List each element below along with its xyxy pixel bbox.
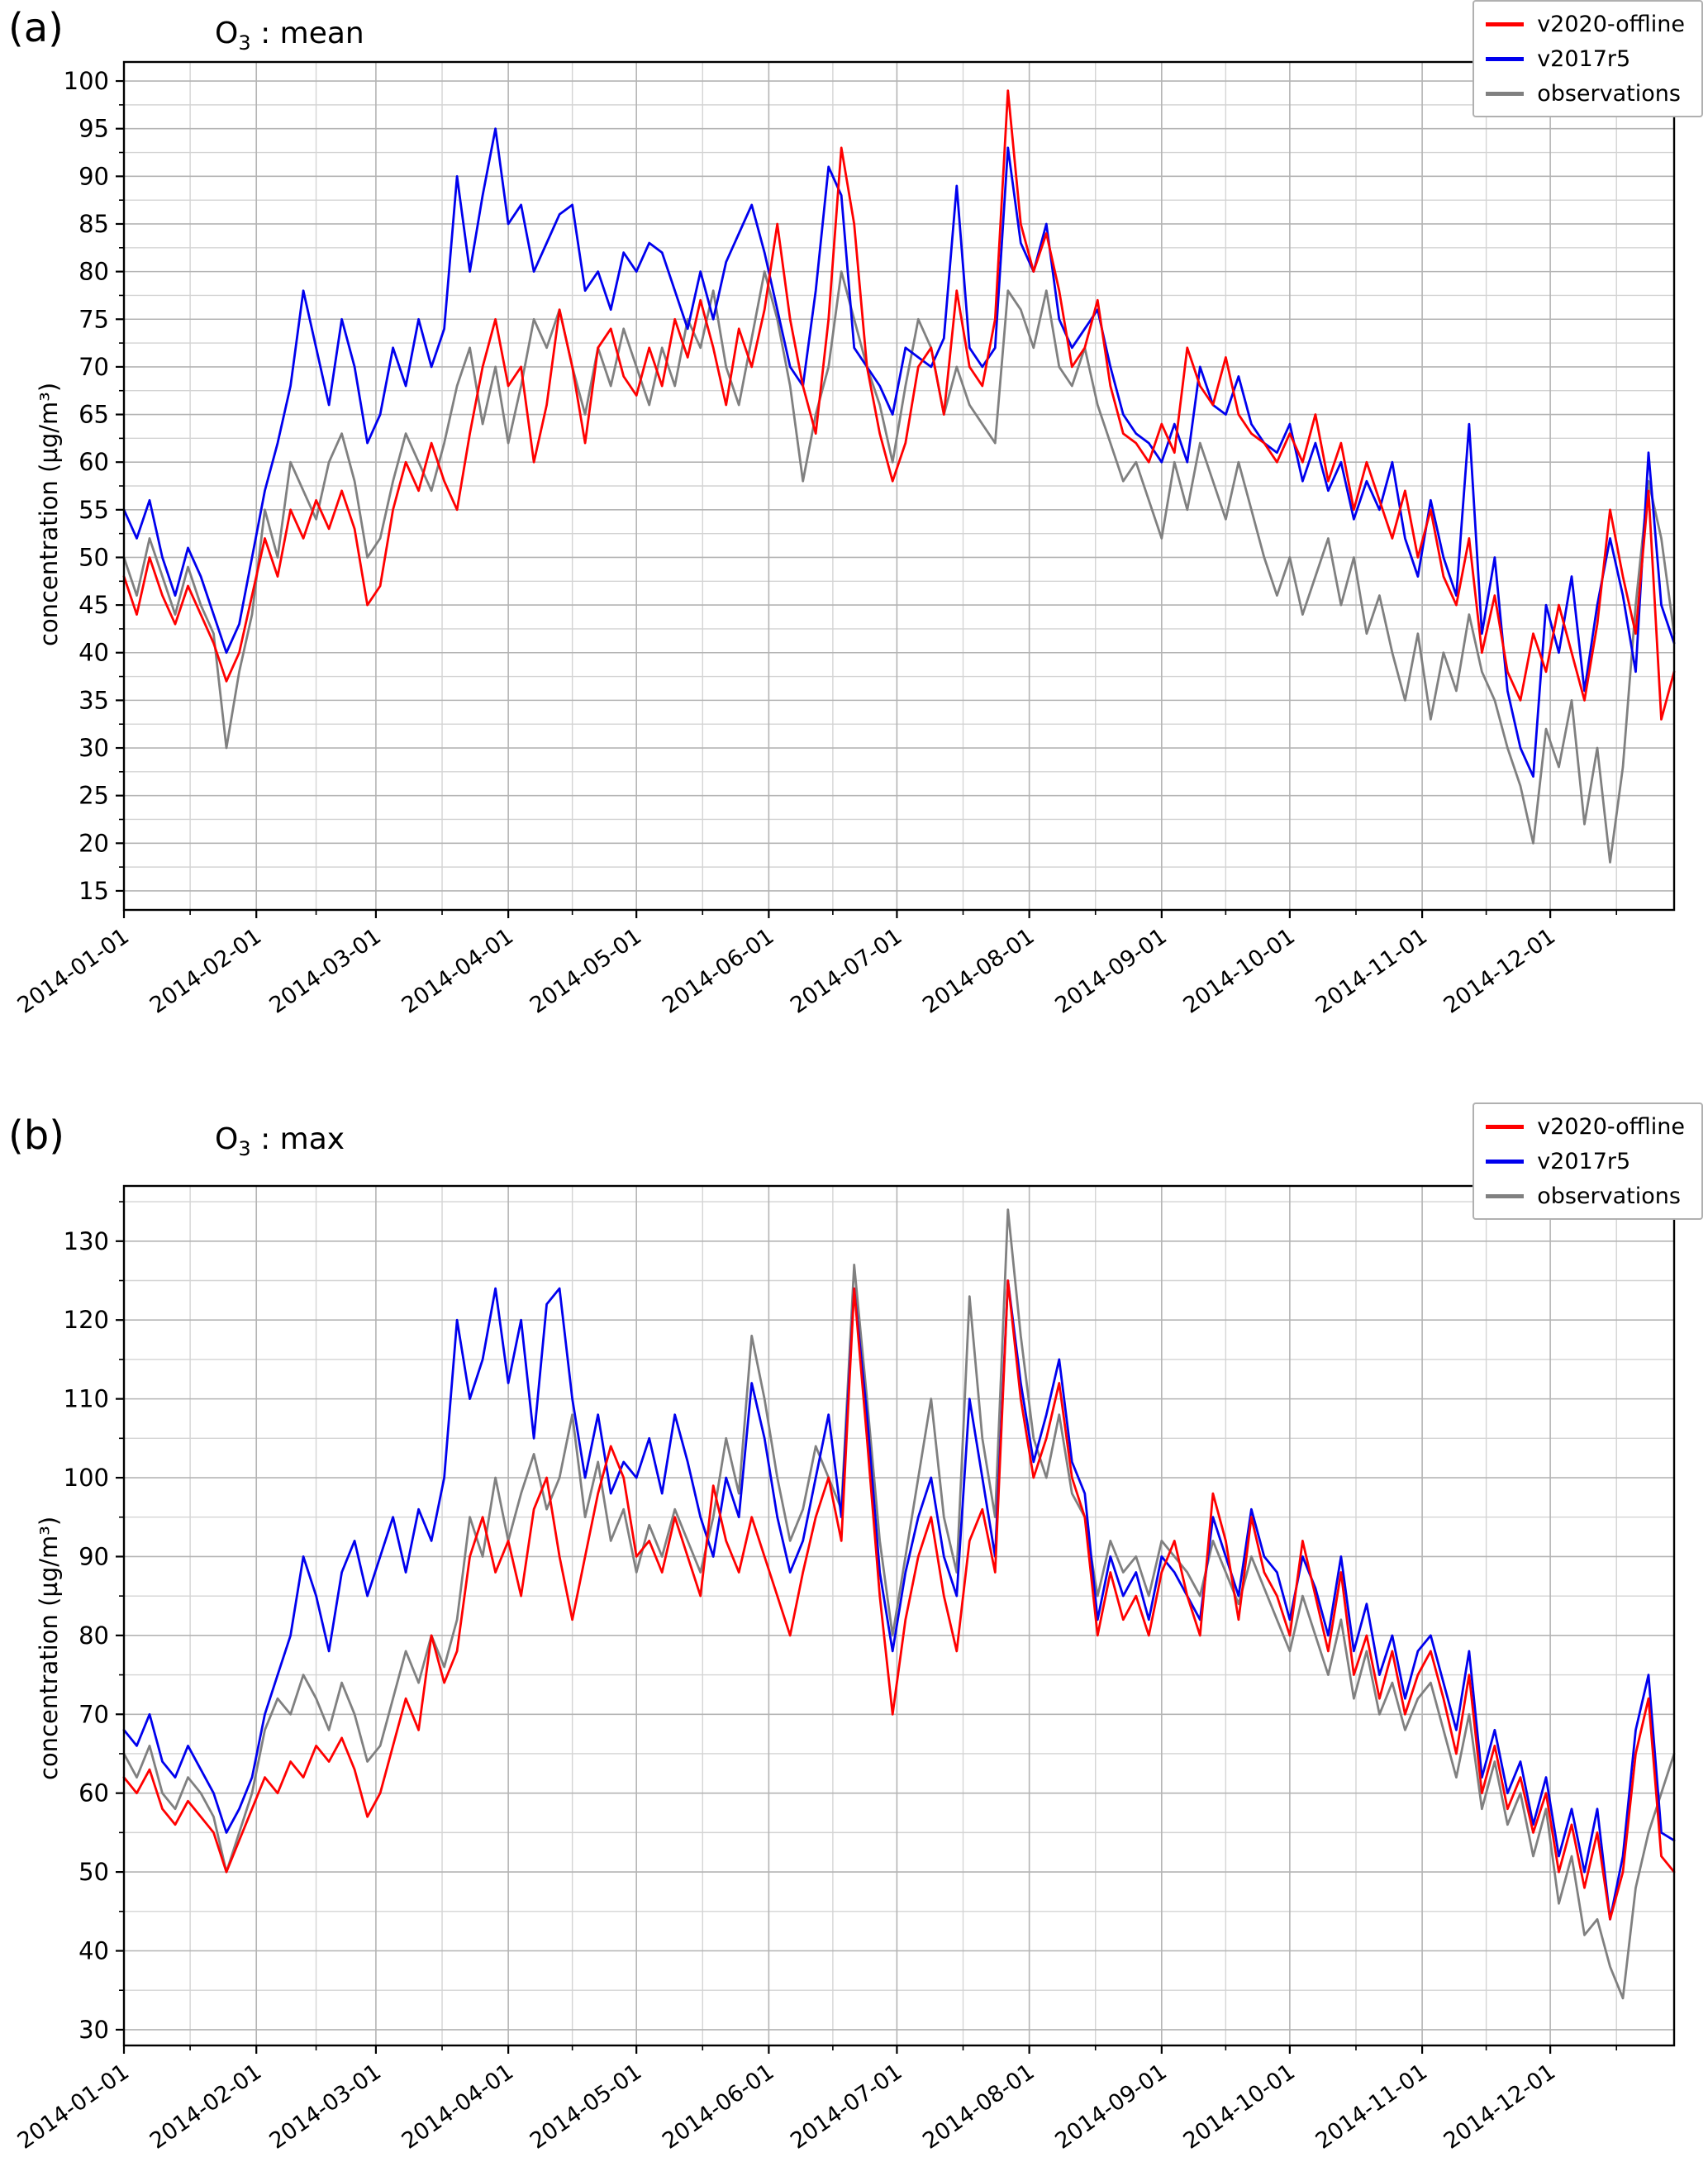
mean-legend: v2020-offline v2017r5 observations (1472, 0, 1703, 117)
svg-text:2014-04-01: 2014-04-01 (397, 2059, 518, 2154)
svg-text:70: 70 (79, 1700, 109, 1728)
svg-text:30: 30 (79, 734, 109, 762)
svg-text:2014-01-01: 2014-01-01 (13, 923, 134, 1018)
svg-text:2014-07-01: 2014-07-01 (786, 923, 906, 1018)
svg-text:2014-11-01: 2014-11-01 (1311, 923, 1432, 1018)
legend-label: v2020-offline (1537, 11, 1685, 37)
panel-a-label: (a) (8, 5, 64, 51)
mean-title-base: O (215, 17, 239, 50)
max-title-base: O (215, 1122, 239, 1156)
svg-text:20: 20 (79, 829, 109, 857)
svg-text:30: 30 (79, 2016, 109, 2044)
legend-label: v2020-offline (1537, 1113, 1685, 1140)
svg-text:120: 120 (64, 1306, 109, 1334)
svg-text:2014-09-01: 2014-09-01 (1050, 2059, 1171, 2154)
mean-title-rest: : mean (250, 17, 364, 50)
svg-text:2014-11-01: 2014-11-01 (1311, 2059, 1432, 2154)
svg-text:65: 65 (79, 401, 109, 429)
legend-label: observations (1537, 80, 1681, 107)
legend-item-v2017r5: v2017r5 (1486, 1144, 1685, 1179)
svg-text:90: 90 (79, 1542, 109, 1570)
svg-text:70: 70 (79, 353, 109, 381)
svg-text:35: 35 (79, 686, 109, 714)
svg-text:2014-07-01: 2014-07-01 (786, 2059, 906, 2154)
svg-text:75: 75 (79, 305, 109, 333)
svg-text:2014-08-01: 2014-08-01 (918, 923, 1039, 1018)
max-title-subscript: 3 (238, 1137, 251, 1161)
max-chart-title: O3 : max (215, 1122, 345, 1160)
svg-text:130: 130 (64, 1227, 109, 1255)
svg-text:100: 100 (64, 67, 109, 95)
svg-text:2014-06-01: 2014-06-01 (658, 2059, 778, 2154)
svg-text:40: 40 (79, 639, 109, 667)
svg-text:25: 25 (79, 782, 109, 810)
svg-text:2014-10-01: 2014-10-01 (1179, 923, 1300, 1018)
svg-text:2014-06-01: 2014-06-01 (658, 923, 778, 1018)
mean-y-axis-label: concentration (µg/m³) (35, 382, 63, 646)
svg-text:2014-03-01: 2014-03-01 (265, 923, 386, 1018)
svg-text:90: 90 (79, 162, 109, 190)
panel-b-label: (b) (8, 1112, 64, 1159)
svg-text:45: 45 (79, 591, 109, 619)
legend-item-observations: observations (1486, 76, 1685, 111)
svg-text:2014-12-01: 2014-12-01 (1439, 2059, 1560, 2154)
svg-text:85: 85 (79, 210, 109, 238)
svg-text:50: 50 (79, 543, 109, 571)
svg-text:100: 100 (64, 1464, 109, 1492)
svg-text:2014-01-01: 2014-01-01 (13, 2059, 134, 2154)
legend-label: v2017r5 (1537, 1148, 1631, 1174)
legend-label: v2017r5 (1537, 45, 1631, 72)
blue-line-swatch (1486, 1159, 1525, 1164)
svg-text:2014-03-01: 2014-03-01 (265, 2059, 386, 2154)
panel-max: 30 40 50 60 70 80 90 100 110 120 130 2014-01-01 2014… (0, 1066, 1708, 2162)
svg-text:2014-02-01: 2014-02-01 (145, 2059, 266, 2154)
svg-text:60: 60 (79, 1779, 109, 1807)
blue-line-swatch (1486, 56, 1525, 61)
svg-text:2014-08-01: 2014-08-01 (918, 2059, 1039, 2154)
panel-mean: 15 20 25 30 35 40 45 50 55 60 65 70 75 80 85 90 95 100 201… (0, 0, 1708, 1066)
legend-item-v2020-offline: v2020-offline (1486, 7, 1685, 41)
svg-text:80: 80 (79, 1622, 109, 1650)
svg-text:2014-04-01: 2014-04-01 (397, 923, 518, 1018)
legend-item-observations: observations (1486, 1179, 1685, 1213)
svg-text:2014-02-01: 2014-02-01 (145, 923, 266, 1018)
red-line-swatch (1486, 1124, 1525, 1129)
svg-text:80: 80 (79, 258, 109, 286)
svg-text:15: 15 (79, 877, 109, 905)
svg-text:55: 55 (79, 496, 109, 524)
svg-text:2014-05-01: 2014-05-01 (526, 2059, 646, 2154)
svg-text:95: 95 (79, 115, 109, 143)
legend-label: observations (1537, 1183, 1681, 1209)
max-legend: v2020-offline v2017r5 observations (1472, 1102, 1703, 1220)
legend-item-v2020-offline: v2020-offline (1486, 1109, 1685, 1144)
red-line-swatch (1486, 21, 1525, 26)
svg-text:2014-09-01: 2014-09-01 (1050, 923, 1171, 1018)
max-title-rest: : max (250, 1122, 345, 1156)
mean-chart-title: O3 : mean (215, 17, 364, 55)
mean-chart-plot: 15 20 25 30 35 40 45 50 55 60 65 70 75 80 85 90 95 100 201… (13, 60, 1676, 1019)
svg-text:2014-12-01: 2014-12-01 (1439, 923, 1560, 1018)
legend-item-v2017r5: v2017r5 (1486, 41, 1685, 76)
svg-text:2014-05-01: 2014-05-01 (526, 923, 646, 1018)
gray-line-swatch (1486, 91, 1525, 96)
gray-line-swatch (1486, 1193, 1525, 1198)
max-y-axis-label: concentration (µg/m³) (35, 1516, 63, 1780)
svg-text:40: 40 (79, 1937, 109, 1965)
svg-text:2014-10-01: 2014-10-01 (1179, 2059, 1300, 2154)
svg-text:60: 60 (79, 448, 109, 476)
svg-text:110: 110 (64, 1385, 109, 1413)
mean-title-subscript: 3 (238, 31, 251, 55)
svg-text:50: 50 (79, 1858, 109, 1886)
